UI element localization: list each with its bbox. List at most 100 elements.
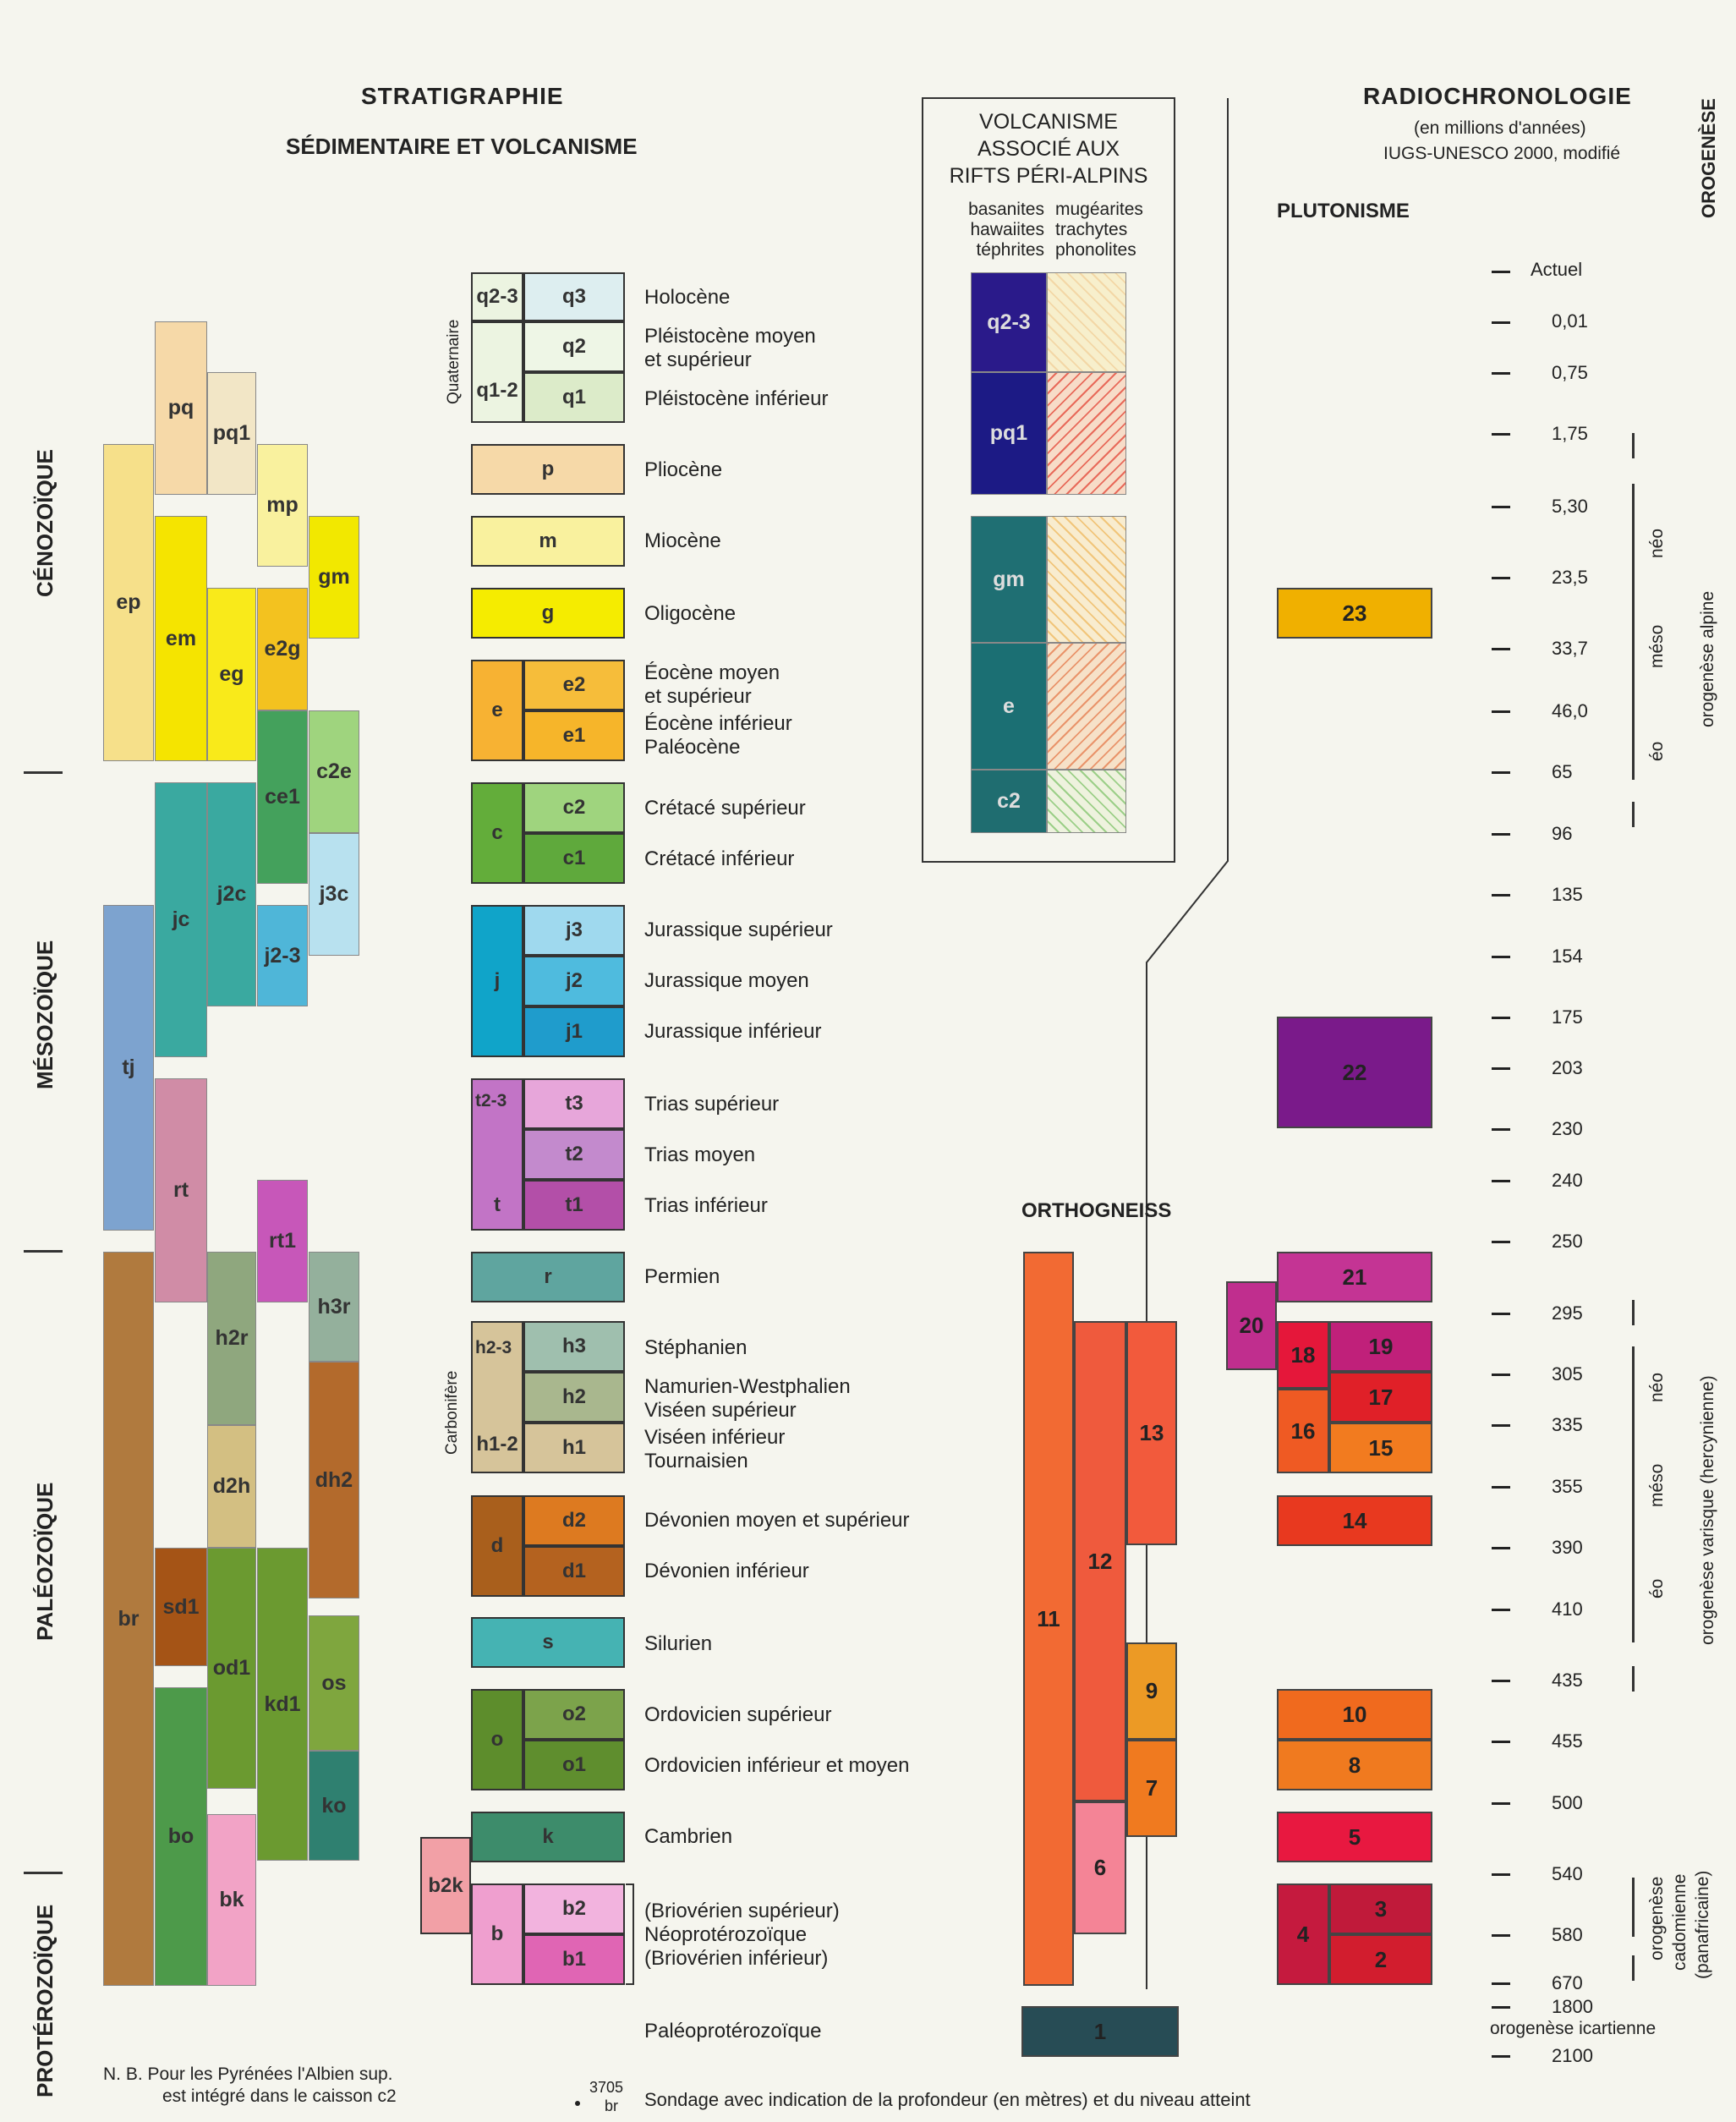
age-tick [1492,1547,1510,1549]
box-d1: d1 [523,1546,625,1597]
volc-c2: c2 [971,770,1047,833]
age-tick [1492,1802,1510,1805]
age-label: 580 [1552,1924,1583,1945]
box-h2: h2 [523,1372,625,1423]
label-eoc-moy-2: et supérieur [644,685,752,708]
age-label: 154 [1552,946,1583,967]
age-label: 305 [1552,1363,1583,1385]
era-mesozoic: MÉSOZOÏQUE [32,940,58,1089]
col-j2-3: j2-3 [257,905,308,1006]
label-dev-moy: Dévonien moyen et supérieur [644,1509,910,1532]
box-m: m [471,516,625,567]
ortho-6: 6 [1074,1801,1126,1934]
label-dev-inf: Dévonien inférieur [644,1560,809,1582]
label-cret-inf: Crétacé inférieur [644,847,795,870]
col-e2g: e2g [257,588,308,710]
pluton-15: 15 [1329,1423,1432,1473]
age-label: 0,01 [1552,310,1588,332]
age-label: Actuel [1531,259,1583,280]
age-tick [1492,771,1510,774]
era-divider [24,1872,63,1874]
age-label: 230 [1552,1118,1583,1139]
col-dh2: dh2 [309,1362,359,1598]
volc-pq1: pq1 [971,372,1047,495]
age-label: 65 [1552,761,1573,782]
box-o2: o2 [523,1689,625,1740]
label-eoc-inf: Éocène inférieur [644,712,792,735]
age-tick [1492,833,1510,836]
age-label: 0,75 [1552,362,1588,383]
orogeny-meso: méso [1647,624,1667,668]
col-pq1: pq1 [207,372,256,495]
box-t1: t1 [523,1180,625,1231]
orogeny-alpine-label: orogenèse alpine [1698,590,1717,727]
age-label: 203 [1552,1057,1583,1078]
ortho-13: 13 [1126,1321,1177,1545]
age-label: 295 [1552,1302,1583,1324]
age-label: 175 [1552,1006,1583,1028]
col-br: br [103,1252,154,1986]
pluton-20: 20 [1226,1281,1277,1370]
volc-right-gm [1047,516,1126,643]
volcanism-title: VOLCANISME ASSOCIÉ AUX RIFTS PÉRI-ALPINS [922,108,1175,189]
ortho-7: 7 [1126,1740,1177,1837]
box-h1: h1 [523,1423,625,1473]
age-label: 250 [1552,1231,1583,1252]
label-pleisto-moy-1: Pléistocène moyen [644,325,816,348]
col-c2e: c2e [309,710,359,833]
radio-sub2: IUGS-UNESCO 2000, modifié [1383,144,1621,163]
orogenese-title: OROGENÈSE [1698,98,1719,218]
col-sd1: sd1 [155,1548,207,1666]
box-q3: q3 [523,272,625,321]
box-t2: t2 [523,1129,625,1180]
age-tick [1492,1680,1510,1682]
col-bk: bk [207,1814,256,1986]
orogeny-cadom-1: orogenèse [1647,1876,1667,1960]
label-ord-inf: Ordovicien inférieur et moyen [644,1754,910,1777]
radio-title: RADIOCHRONOLOGIE [1363,83,1632,109]
ortho-11: 11 [1023,1252,1074,1986]
box-e: e [471,660,523,761]
label-quaternaire: Quaternaire [445,319,463,404]
box-e2: e2 [523,660,625,710]
box-c: c [471,782,523,884]
box-h2-3: h2-3 [475,1338,512,1357]
age-tick [1492,1873,1510,1876]
orogeny-alpine-tick [1632,433,1635,458]
era-cenozoic: CÉNOZOÏQUE [32,449,58,597]
pluton-16: 16 [1277,1389,1329,1473]
volcanism-frame [922,97,1175,863]
col-pq: pq [155,321,207,495]
volc-q2-3: q2-3 [971,272,1047,372]
box-p: p [471,444,625,495]
volc-left-types: basanites hawaiites téphrites [939,200,1044,260]
box-b1: b1 [523,1934,625,1985]
col-eg: eg [207,588,256,761]
box-t2-3: t2-3 [475,1091,507,1110]
brace-brioverien [626,1883,634,1985]
volc-title-1: VOLCANISME [979,110,1118,134]
box-h1-2: h1-2 [471,1321,523,1473]
col-j3c: j3c [309,833,359,956]
pluton-23: 23 [1277,588,1432,639]
footer-nb: N. B. Pour les Pyrénées l'Albien sup. es… [103,2064,397,2108]
age-tick [1492,321,1510,324]
label-pliocene: Pliocène [644,458,723,481]
label-visean-inf: Viséen inférieur [644,1426,786,1449]
label-permien: Permien [644,1265,720,1288]
pluton-3: 3 [1329,1883,1432,1934]
age-label: 540 [1552,1863,1583,1884]
age-tick [1492,1934,1510,1937]
box-d2: d2 [523,1495,625,1546]
pluton-10: 10 [1277,1689,1432,1740]
orogeny-cadom-3: (panafricaine) [1693,1870,1712,1979]
label-cret-sup: Crétacé supérieur [644,797,806,820]
age-label: 23,5 [1552,567,1588,588]
label-pleisto-moy-2: et supérieur [644,348,752,371]
box-s: s [471,1617,625,1668]
col-kd1: kd1 [257,1548,308,1861]
box-b: b [471,1883,523,1985]
age-tick [1492,1180,1510,1182]
label-brio-inf: (Briovérien inférieur) [644,1947,829,1970]
age-label: 670 [1552,1972,1583,1993]
